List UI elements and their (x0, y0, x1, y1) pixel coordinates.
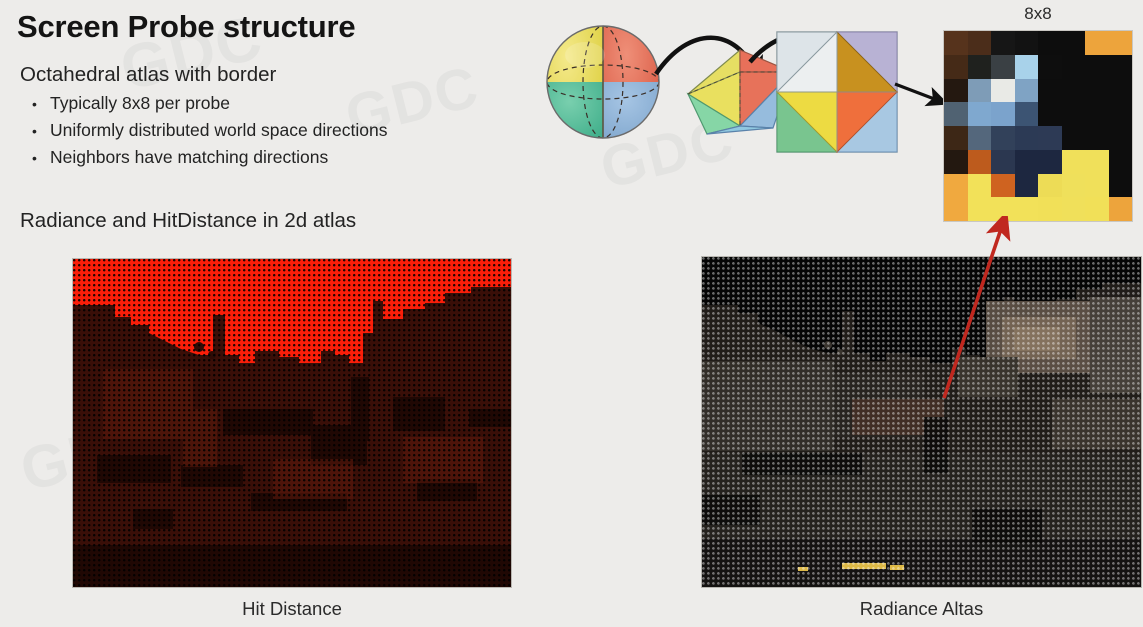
bullet-item-label: Uniformly distributed world space direct… (50, 120, 388, 140)
probe-pixel-5-5 (1061, 149, 1085, 174)
atlas-to-probe-arrow (894, 82, 949, 107)
slide-title: Screen Probe structure (17, 9, 356, 44)
probe-pixel-7-0 (944, 197, 968, 221)
probe-pixel-4-1 (967, 126, 991, 150)
hit-distance-scene (73, 259, 511, 587)
bullet-item: • Typically 8x8 per probe (32, 90, 552, 117)
probe-pixel-3-7 (1108, 102, 1132, 126)
sphere-icon (546, 25, 660, 139)
probe-pixel-2-2 (991, 78, 1015, 103)
probe-pixel-3-3 (1014, 102, 1038, 126)
probe-pixel-0-2 (991, 31, 1015, 55)
probe-pixel-7-3 (1014, 197, 1038, 221)
hit-distance-caption: Hit Distance (242, 598, 342, 619)
probe-pixel-0-5 (1061, 31, 1085, 55)
probe-pixel-6-3 (1014, 173, 1038, 198)
probe-pixel-4-2 (991, 126, 1015, 150)
probe-pixel-7-6 (1085, 197, 1109, 221)
radiance-atlas-image (701, 256, 1142, 588)
probe-pixel-1-0 (944, 54, 968, 79)
probe-pixel-4-7 (1108, 126, 1132, 150)
probe-pixel-0-1 (967, 31, 991, 55)
probe-pixel-1-2 (991, 54, 1015, 79)
probe-pixel-2-7 (1108, 78, 1132, 103)
probe-pixel-5-0 (944, 149, 968, 174)
probe-pixel-3-6 (1085, 102, 1109, 126)
radiance-atlas-caption: Radiance Altas (859, 598, 984, 619)
probe-zoom-label: 8x8 (1024, 4, 1052, 23)
probe-pixel-1-7 (1108, 54, 1132, 79)
probe-pixel-5-1 (967, 149, 991, 174)
slide-subheading: Octahedral atlas with border (20, 63, 277, 86)
probe-pixel-3-1 (967, 102, 991, 126)
octahedral-mapping-diagram (540, 10, 920, 170)
probe-pixel-5-3 (1014, 149, 1038, 174)
bullet-marker-icon: • (32, 150, 37, 166)
probe-pixel-6-0 (944, 173, 968, 198)
probe-pixel-7-5 (1061, 197, 1085, 221)
bullet-list: • Typically 8x8 per probe • Uniformly di… (32, 90, 552, 171)
probe-pixel-3-4 (1038, 102, 1062, 126)
probe-pixel-1-5 (1061, 54, 1085, 79)
probe-pixel-3-2 (991, 102, 1015, 126)
probe-pixel-3-5 (1061, 102, 1085, 126)
probe-pixel-2-0 (944, 78, 968, 103)
probe-pixel-1-3 (1014, 54, 1038, 79)
probe-pixel-7-2 (991, 197, 1015, 221)
probe-pixel-4-3 (1014, 126, 1038, 150)
probe-pixel-3-0 (944, 102, 968, 126)
probe-pixel-7-4 (1038, 197, 1062, 221)
probe-pixel-5-4 (1038, 149, 1062, 174)
probe-pixel-6-6 (1085, 173, 1109, 198)
probe-pixel-0-4 (1038, 31, 1062, 55)
probe-pixel-6-4 (1038, 173, 1062, 198)
probe-pixel-1-4 (1038, 54, 1062, 79)
probe-pixel-5-7 (1108, 149, 1132, 174)
probe-pixel-2-6 (1085, 78, 1109, 103)
probe-pixel-0-0 (944, 31, 968, 55)
probe-pixel-4-4 (1038, 126, 1062, 150)
probe-pixel-6-2 (991, 173, 1015, 198)
probe-pixel-4-5 (1061, 126, 1085, 150)
probe-pixel-6-1 (967, 173, 991, 198)
hit-distance-image (72, 258, 512, 588)
bullet-item-label: Typically 8x8 per probe (50, 93, 230, 113)
bullet-marker-icon: • (32, 123, 37, 139)
probe-pixel-2-3 (1014, 78, 1038, 103)
probe-pixel-6-7 (1108, 173, 1132, 198)
bullet-item: • Neighbors have matching directions (32, 144, 552, 171)
probe-pixel-4-0 (944, 126, 968, 150)
bullet-item-label: Neighbors have matching directions (50, 147, 329, 167)
probe-pixel-1-1 (967, 54, 991, 79)
bullet-marker-icon: • (32, 96, 37, 112)
atlas-square-icon (775, 30, 899, 154)
probe-pixel-0-3 (1014, 31, 1038, 55)
probe-pixel-4-6 (1085, 126, 1109, 150)
radiance-atlas-scene (702, 257, 1141, 587)
probe-8x8-zoom-grid (943, 30, 1133, 222)
probe-pixel-0-6 (1085, 31, 1109, 55)
probe-pixel-6-5 (1061, 173, 1085, 198)
probe-pixel-2-5 (1061, 78, 1085, 103)
probe-pixel-5-2 (991, 149, 1015, 174)
probe-pixel-0-7 (1108, 31, 1132, 55)
probe-pixel-2-1 (967, 78, 991, 103)
probe-pixel-7-7 (1108, 197, 1132, 221)
probe-pixel-2-4 (1038, 78, 1062, 103)
slide-secondary-line: Radiance and HitDistance in 2d atlas (20, 209, 357, 232)
probe-pixel-5-6 (1085, 149, 1109, 174)
probe-pixel-1-6 (1085, 54, 1109, 79)
probe-pixel-7-1 (967, 197, 991, 221)
bullet-item: • Uniformly distributed world space dire… (32, 117, 552, 144)
